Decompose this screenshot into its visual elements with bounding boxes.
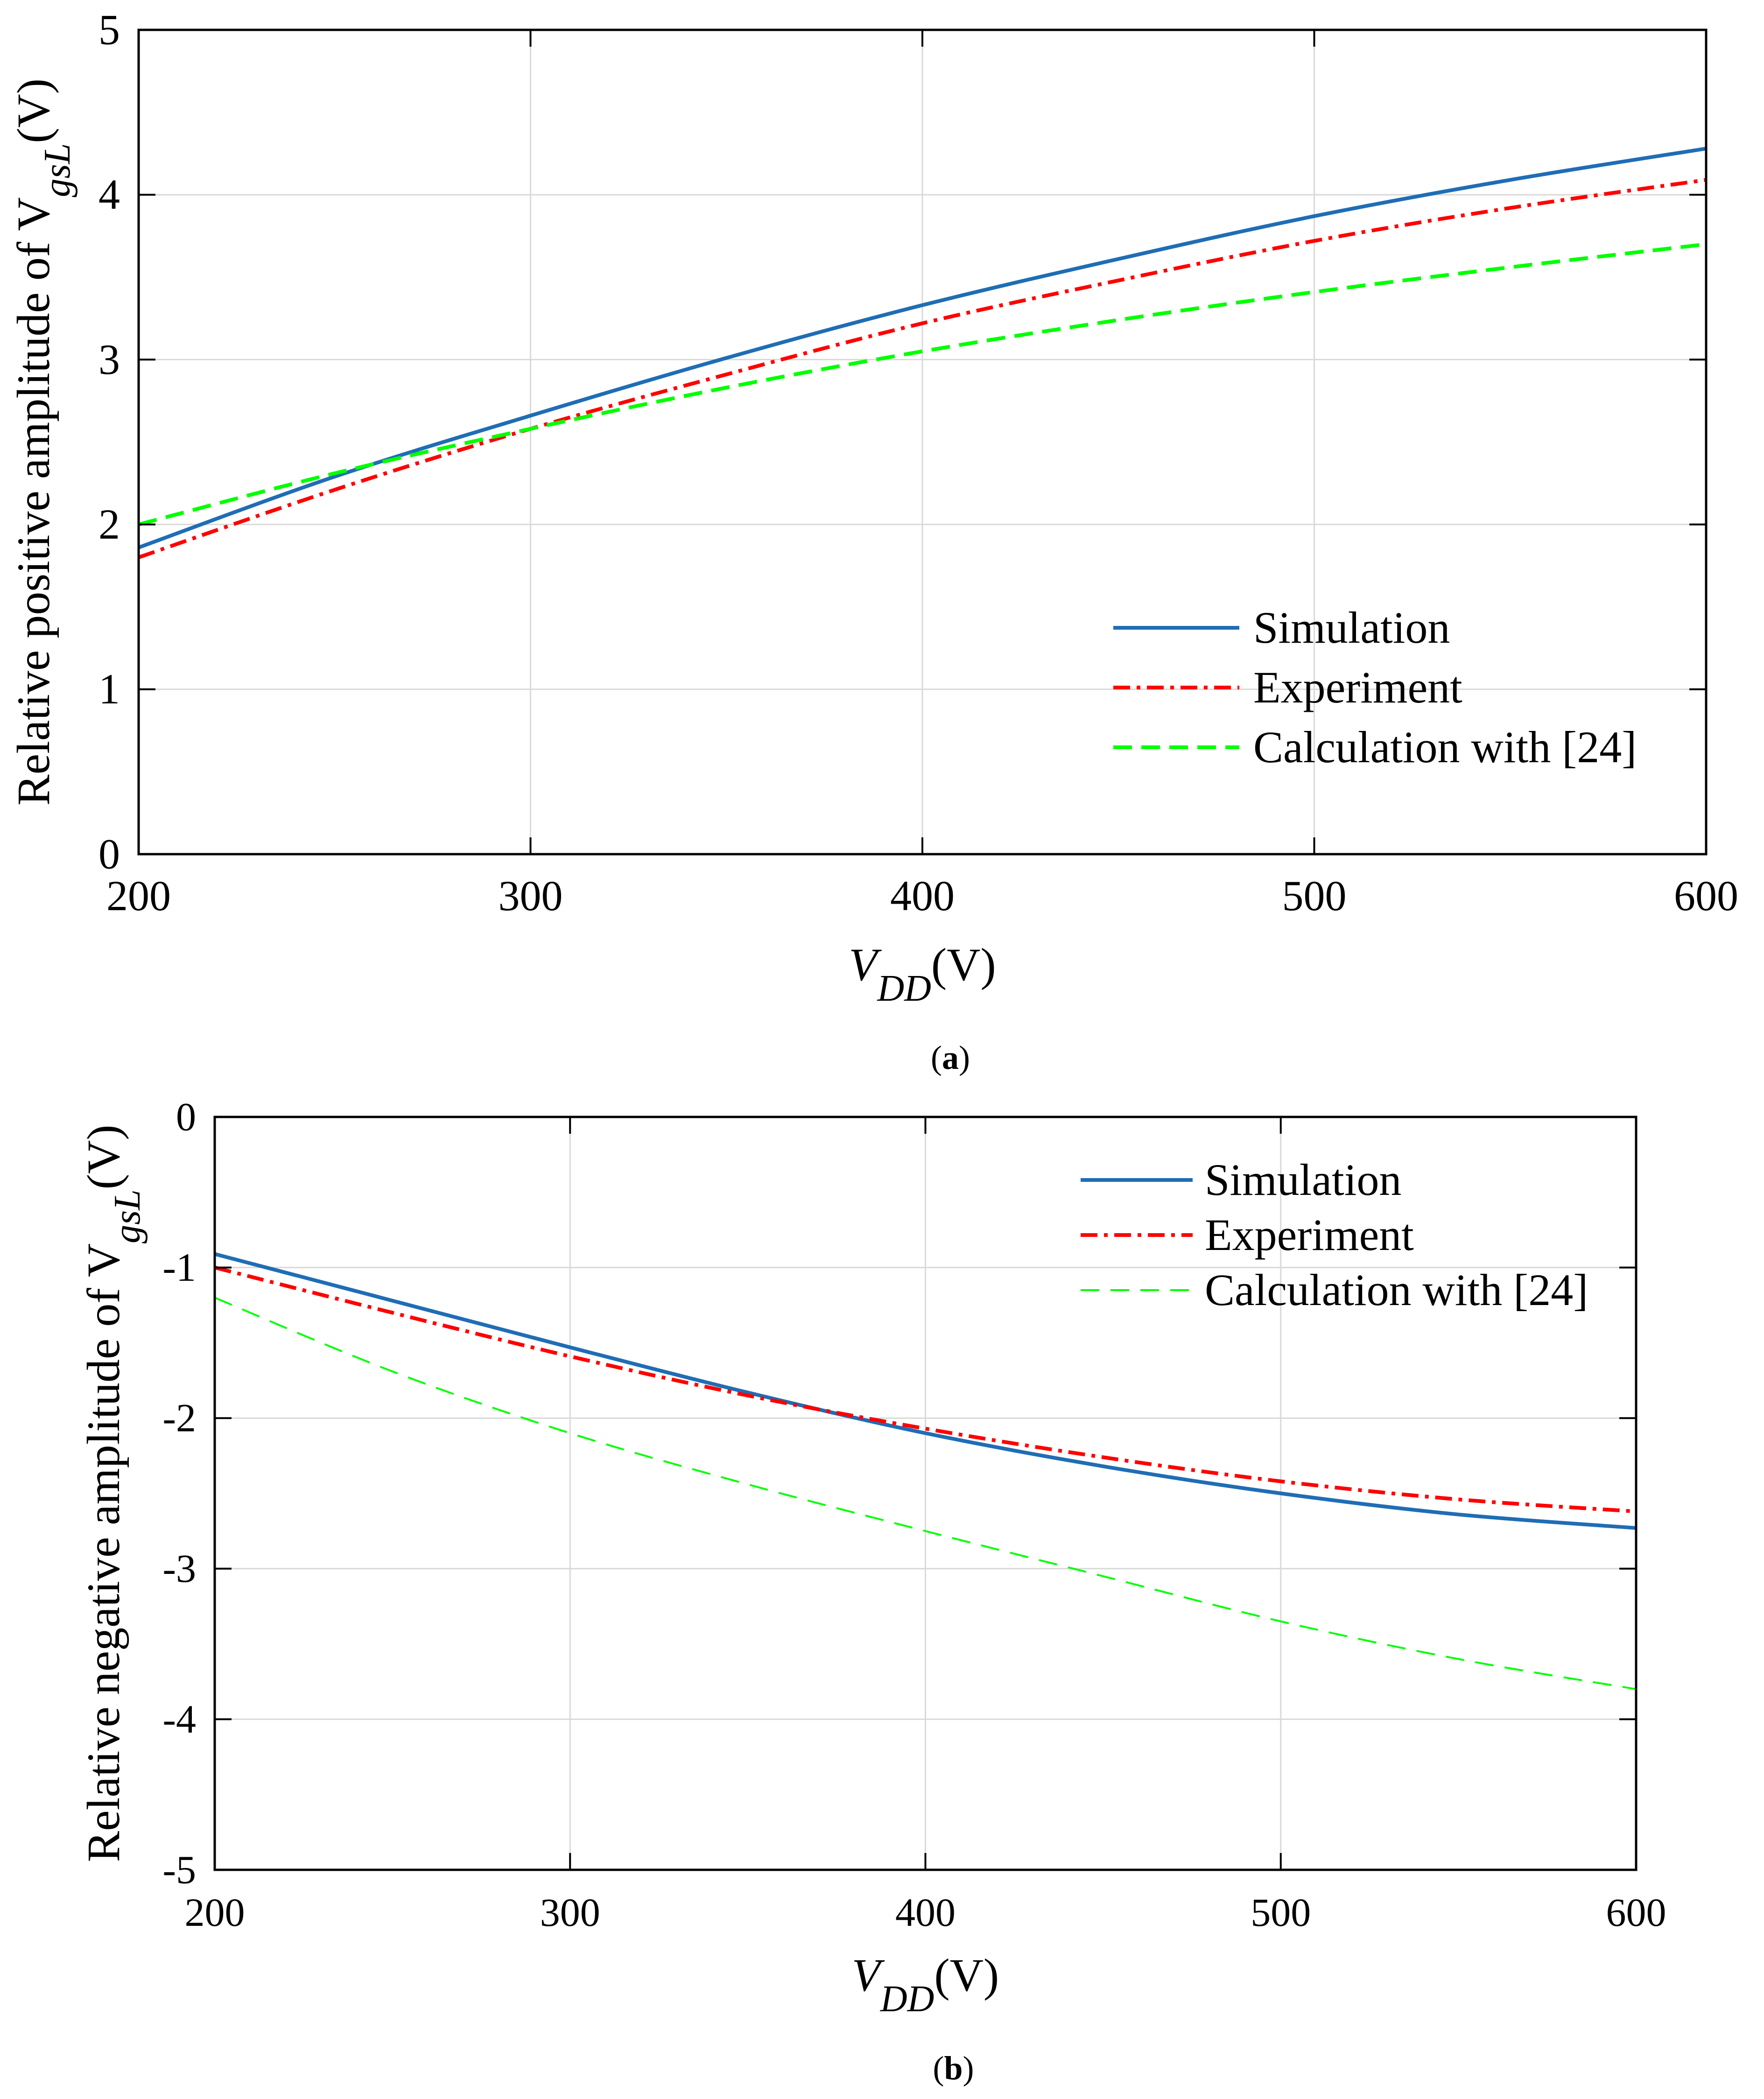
panel-a-x-tick-label: 400 — [890, 872, 955, 920]
panel-b-y-axis-label: Relative negative amplitude of VgsL(V) — [77, 1125, 148, 1862]
panel-a-y-axis-label-unit: (V) — [7, 78, 59, 143]
panel-b-tick-labels: 200 300 400 500 600 0 -1 -2 -3 -4 -5 — [162, 1094, 1666, 1935]
panel-b-series — [214, 1252, 1637, 1690]
panel-a-x-tick-label: 300 — [499, 872, 563, 920]
panel-b-x-tick-label: 400 — [895, 1890, 956, 1935]
panel-a-y-tick-label: 1 — [98, 665, 120, 713]
panel-a-caption: (a) — [931, 1039, 970, 1076]
panel-b-caption-close: ) — [963, 2050, 974, 2087]
panel-a-y-tick-label: 0 — [98, 830, 120, 878]
panel-b-y-tick-label: 0 — [176, 1094, 196, 1139]
panel-b-y-tick-label: -2 — [162, 1396, 196, 1440]
panel-b-legend-label: Calculation with [24] — [1205, 1265, 1588, 1315]
panel-a-x-axis-label-unit: (V) — [931, 939, 996, 990]
panel-a-series — [138, 147, 1707, 559]
panel-b-x-tick-label: 500 — [1251, 1890, 1311, 1935]
panel-b-caption: (b) — [933, 2050, 974, 2087]
panel-b-y-tick-label: -5 — [162, 1847, 196, 1892]
panel-a-y-axis-label: Relative positive amplitude of VgsL(V) — [7, 78, 78, 806]
panel-a-legend-label: Experiment — [1253, 662, 1462, 712]
panel-a-y-tick-label: 5 — [98, 6, 120, 53]
panel-b-caption-letter: b — [944, 2050, 963, 2087]
panel-b-x-tick-label: 200 — [185, 1890, 245, 1935]
panel-a-legend-label: Calculation with [24] — [1253, 722, 1637, 772]
panel-a-y-axis-label-main: Relative positive amplitude of V — [7, 197, 59, 805]
panel-b-x-axis-label-main: V — [852, 1949, 885, 2001]
panel-b-x-axis-label-unit: (V) — [934, 1949, 999, 2001]
panel-a-y-tick-label: 2 — [98, 500, 120, 548]
panel-a-legend: Simulation Experiment Calculation with [24… — [1113, 603, 1637, 772]
panel-a-caption-letter: a — [942, 1039, 959, 1076]
panel-b-y-axis-label-main: Relative negative amplitude of V — [77, 1243, 129, 1862]
panel-b-y-tick-label: -1 — [162, 1245, 196, 1290]
panel-a-tick-labels: 200 300 400 500 600 0 1 2 3 4 5 — [98, 6, 1738, 920]
panel-a-series-calculation-with-24-line — [138, 242, 1707, 527]
panel-a-x-tick-label: 200 — [106, 872, 171, 920]
panel-a-caption-close: ) — [959, 1039, 970, 1076]
panel-a-legend-label: Simulation — [1253, 603, 1450, 653]
panel-a-x-tick-label: 600 — [1674, 872, 1738, 920]
panel-a-x-axis-label-sub: DD — [877, 968, 931, 1009]
panel-b-y-tick-label: -4 — [162, 1697, 196, 1741]
panel-a-ticks — [138, 29, 1707, 855]
panel-b-grid — [215, 1117, 1636, 1870]
panel-a-series-experiment-line — [138, 178, 1707, 559]
panel-a-x-tick-label: 500 — [1282, 872, 1347, 920]
panel-b-ticks — [214, 1116, 1637, 1871]
panel-b-x-axis-label: VDD(V) — [852, 1949, 999, 2020]
panel-a-x-axis-label: VDD(V) — [849, 939, 996, 1009]
panel-b-legend-label: Simulation — [1205, 1155, 1401, 1205]
panel-b-y-tick-label: -3 — [162, 1546, 196, 1591]
panel-b-x-axis-label-sub: DD — [880, 1979, 935, 2020]
panel-b-x-tick-label: 300 — [540, 1890, 600, 1935]
panel-a-y-tick-label: 4 — [98, 171, 120, 218]
panel-b-caption-open: ( — [933, 2050, 944, 2087]
panel-a-grid — [139, 30, 1706, 854]
panel-a-caption-open: ( — [931, 1039, 942, 1076]
panel-a-x-axis-label-main: V — [849, 939, 882, 990]
panel-b-y-axis-label-unit: (V) — [77, 1125, 129, 1190]
panel-b-series-calculation-with-24-line — [214, 1297, 1637, 1690]
panel-a-y-axis-label-sub: gsL — [37, 143, 78, 197]
panel-b-legend-label: Experiment — [1205, 1210, 1414, 1260]
panel-a-y-tick-label: 3 — [98, 336, 120, 383]
panel-b-series-simulation-line — [214, 1252, 1637, 1530]
panel-b-x-tick-label: 600 — [1606, 1890, 1666, 1935]
panel-b-series-experiment-line — [214, 1265, 1637, 1514]
panel-b-y-axis-label-sub: gsL — [107, 1189, 148, 1243]
